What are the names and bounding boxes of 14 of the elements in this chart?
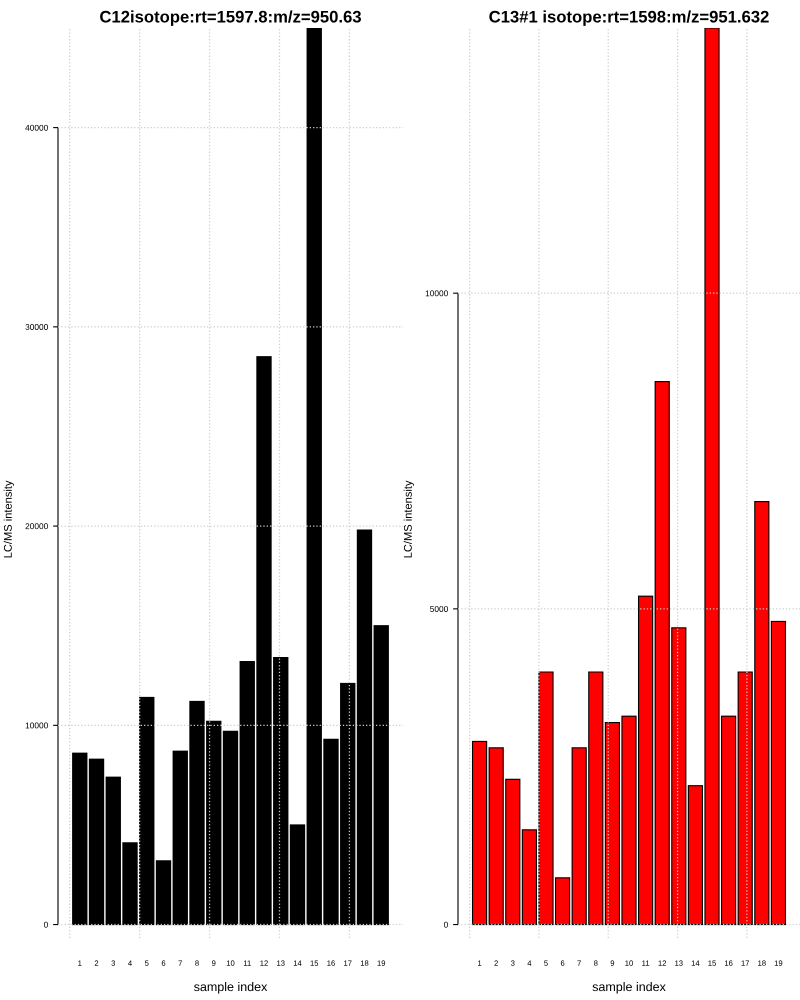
chart-title: C13#1 isotope:rt=1598:m/z=951.632	[489, 10, 769, 26]
x-axis-title: sample index	[194, 982, 268, 994]
y-tick-label: 5000	[430, 606, 448, 612]
y-tick-label: 20000	[26, 523, 48, 530]
y-tick-label: 0	[444, 922, 448, 928]
y-tick-label: 40000	[25, 124, 48, 131]
y-tick-label: 0	[44, 922, 48, 928]
y-tick-label: 10000	[426, 290, 448, 296]
y-axis-title: LC/MS intensity	[404, 480, 414, 558]
y-axis-title: LC/MS intensity	[4, 480, 14, 558]
x-axis-title: sample index	[592, 982, 666, 994]
chart-title: C12isotope:rt=1597.8:m/z=950.63	[100, 10, 361, 26]
y-tick-label: 10000	[26, 722, 48, 728]
y-tick-label: 30000	[25, 324, 48, 330]
